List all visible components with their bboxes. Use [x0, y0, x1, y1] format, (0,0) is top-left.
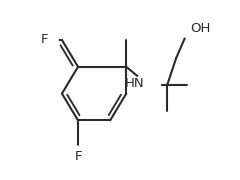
Ellipse shape	[179, 19, 202, 38]
Ellipse shape	[135, 74, 161, 94]
Text: F: F	[41, 33, 48, 46]
Ellipse shape	[68, 146, 88, 166]
Text: F: F	[74, 150, 82, 163]
Ellipse shape	[35, 30, 58, 50]
Text: HN: HN	[125, 77, 145, 90]
Text: OH: OH	[191, 22, 211, 35]
